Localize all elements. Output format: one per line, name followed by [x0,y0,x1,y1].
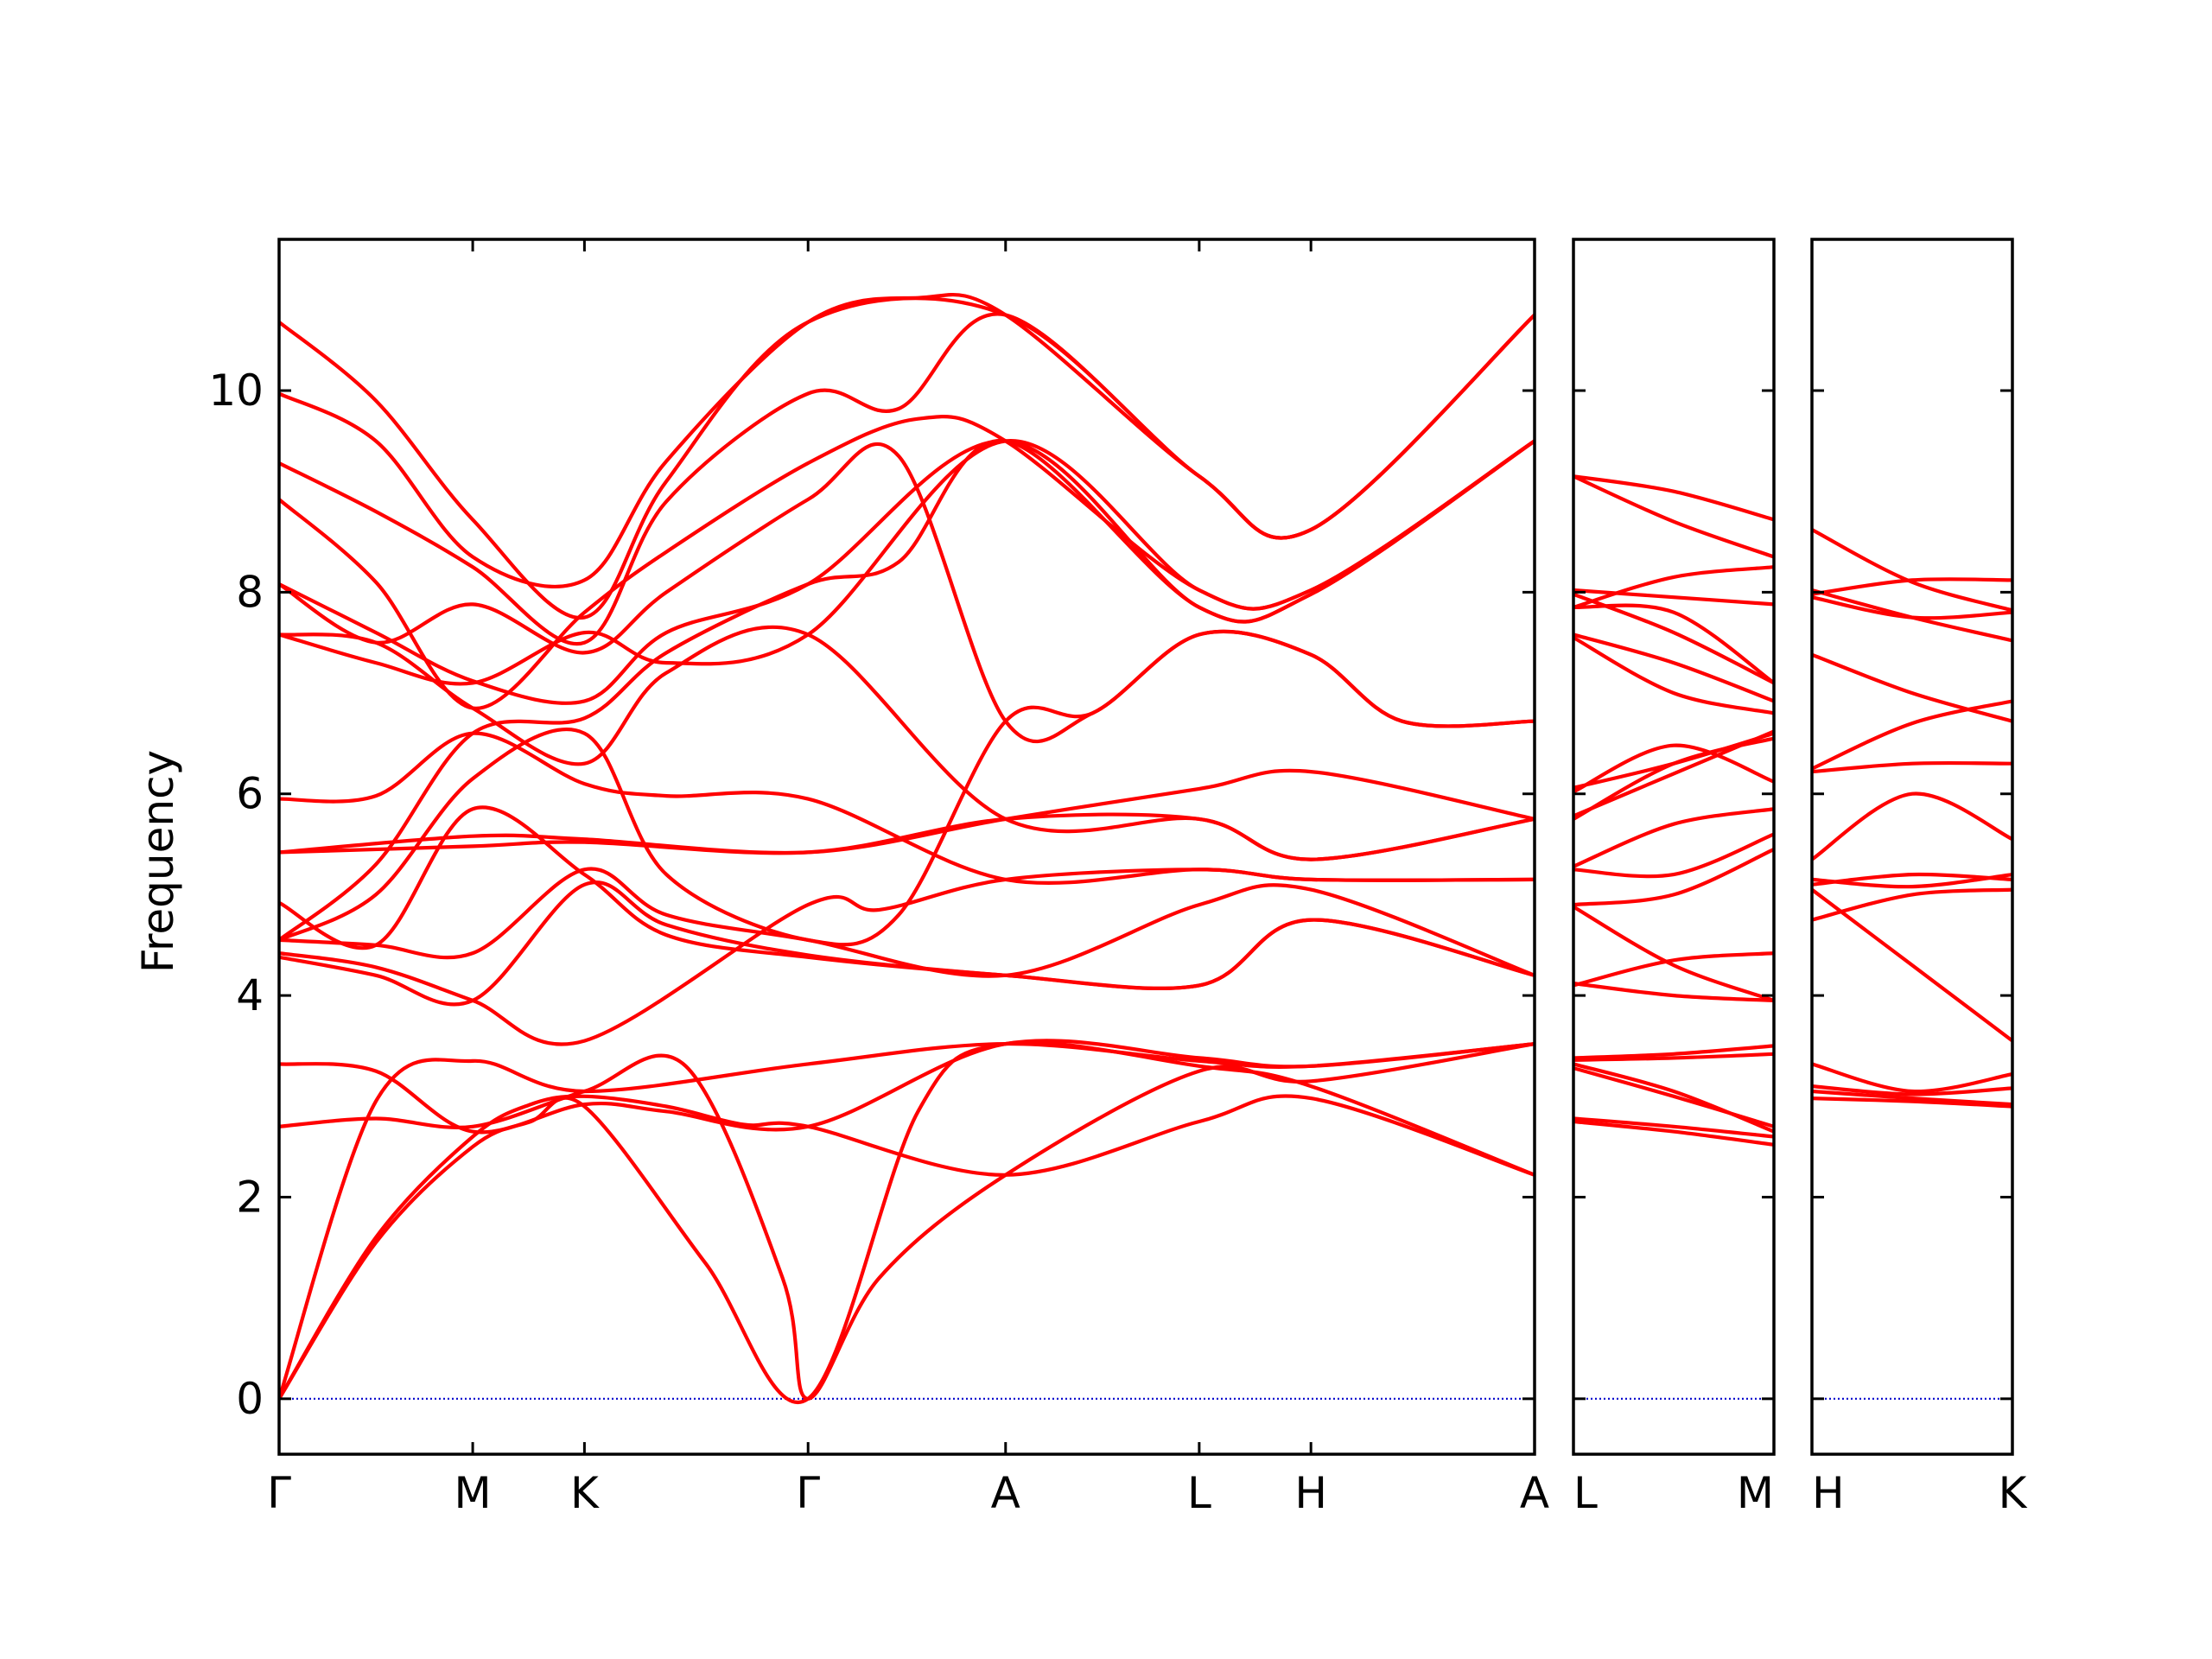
band-1-22 [279,296,1535,620]
y-tick-label: 4 [236,970,264,1020]
band-3-1 [1812,1096,2012,1109]
x-tick-label-Γ: Γ [796,1468,820,1518]
band-2-17 [1573,635,1774,715]
band-2-16 [1573,731,1774,790]
band-2-21 [1573,588,1774,607]
x-tick-label-L: L [1573,1468,1598,1518]
band-2-11 [1573,832,1774,879]
band-3-8 [1812,873,2012,889]
band-2-5 [1573,1052,1774,1062]
band-3-4 [1812,1062,2012,1094]
band-2-20 [1573,592,1774,685]
bands-group [1812,527,2012,1109]
band-3-3 [1812,1084,2012,1096]
band-1-19 [279,415,1535,710]
band-3-14 [1812,577,2012,596]
band-2-4 [1573,1062,1774,1134]
band-3-10 [1812,760,2012,774]
band-3-6 [1812,887,2012,1043]
band-3-16 [1812,527,2012,613]
y-tick-label: 10 [208,365,264,416]
band-1-9 [279,805,1535,990]
panel-frame [1810,238,2014,1456]
band-2-1 [1573,1119,1774,1147]
band-1-5 [279,1039,1535,1135]
band-2-24 [1573,474,1774,522]
bands-group [279,292,1535,1404]
y-axis-label: Frequency [133,750,183,973]
panel-frame [277,238,1536,1456]
band-1-18 [279,442,1535,743]
x-tick-label-A: A [1520,1468,1549,1518]
x-tick-label-A: A [991,1468,1020,1518]
band-2-15 [1573,743,1774,794]
band-2-22 [1573,565,1774,609]
band-1-2 [279,1094,1535,1401]
bands-group [1573,474,1774,1147]
band-2-9 [1573,905,1774,1002]
y-tick-label: 0 [236,1374,264,1424]
band-2-8 [1573,982,1774,1002]
band-1-3 [279,1040,1535,1404]
x-tick-label-K: K [1999,1468,2028,1518]
band-2-12 [1573,807,1774,868]
band-1-4 [279,1042,1535,1401]
band-2-2 [1573,1116,1774,1139]
band-2-10 [1573,847,1774,907]
band-3-2 [1812,1089,2012,1107]
band-2-7 [1573,951,1774,988]
band-3-15 [1812,588,2012,643]
panel-1: 0 2 4 6 8 10 Γ M K Γ A L H A [208,238,1549,1518]
x-tick-label-M: M [1737,1468,1774,1518]
band-1-17 [279,439,1535,705]
band-2-23 [1573,474,1774,559]
x-tick-label-H: H [1294,1468,1327,1518]
x-tick-label-M: M [454,1468,492,1518]
panel-frame [1572,238,1776,1456]
y-tick-label: 2 [236,1172,264,1222]
band-3-11 [1812,699,2012,771]
band-2-19 [1573,603,1774,685]
y-tick-label: 6 [236,769,264,819]
band-2-3 [1573,1066,1774,1128]
band-1-11 [279,768,1535,855]
x-tick-label-K: K [570,1468,600,1518]
x-tick-label-H: H [1812,1468,1845,1518]
x-tick-label-Γ: Γ [267,1468,291,1518]
x-tick-label-L: L [1187,1468,1211,1518]
band-3-12 [1812,652,2012,723]
y-tick-label: 8 [236,567,264,617]
band-2-18 [1573,632,1774,703]
band-3-9 [1812,791,2012,861]
band-3-5 [1812,887,2012,922]
band-2-6 [1573,1044,1774,1060]
band-1-12 [279,731,1535,885]
